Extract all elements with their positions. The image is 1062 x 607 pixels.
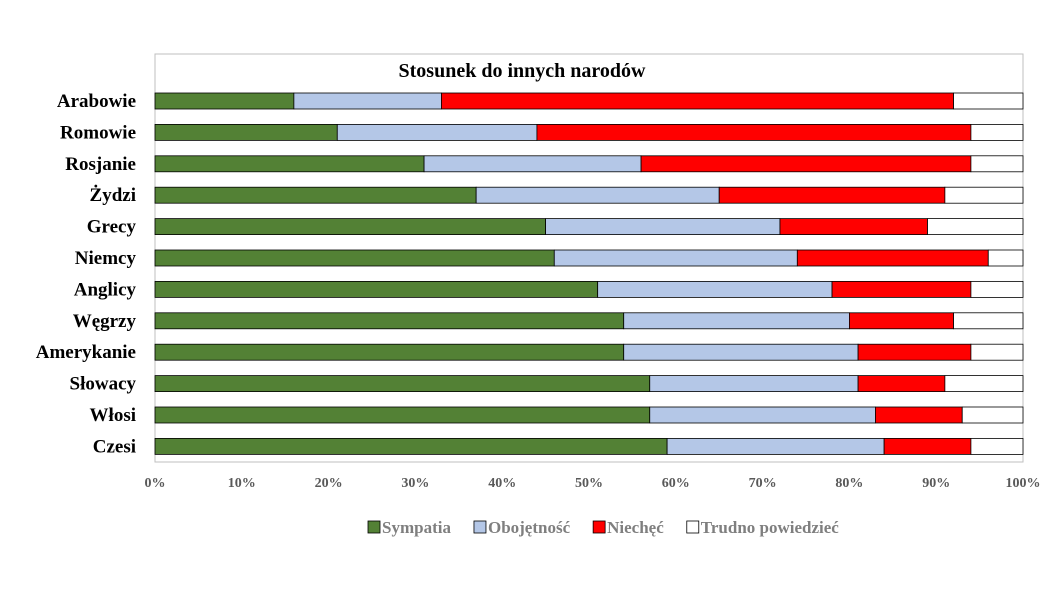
bar-rosjanie-obojetnosc — [423, 155, 642, 173]
legend-swatch-obojetnosc — [473, 520, 487, 534]
bar-niemcy-sympatia — [154, 249, 555, 267]
legend: Sympatia Obojętność Niechęć Trudno powiedzi… — [367, 518, 840, 537]
bar-wegrzy-obojetnosc — [623, 312, 850, 330]
legend-label-trudno-powiedziec: Trudno powiedzieć — [701, 518, 840, 537]
bar-zydzi-niechec — [718, 186, 946, 204]
bar-slowacy-niechec — [857, 375, 946, 393]
bar-grecy-niechec — [779, 218, 928, 236]
bar-arabowie-niechec — [441, 92, 954, 110]
legend-swatch-niechec — [592, 520, 606, 534]
bar-romowie-niechec — [536, 124, 972, 141]
legend-label-obojetnosc: Obojętność — [488, 518, 571, 537]
bar-wlosi-trudno-powiedziec — [961, 406, 1024, 424]
bar-rosjanie-trudno-powiedziec — [970, 155, 1024, 173]
bar-arabowie-obojetnosc — [293, 92, 442, 110]
bar-wlosi-sympatia — [154, 406, 651, 424]
bar-grecy-sympatia — [154, 218, 547, 236]
bar-czesi-sympatia — [154, 437, 668, 455]
bar-anglicy-niechec — [831, 280, 972, 298]
category-label-romowie: Romowie — [60, 122, 136, 143]
bar-amerykanie-niechec — [857, 343, 972, 361]
x-tick-label: 100% — [1006, 476, 1041, 491]
category-label-zydzi: Żydzi — [90, 185, 136, 206]
bar-slowacy-trudno-powiedziec — [944, 375, 1024, 393]
x-tick-label: 90% — [922, 476, 950, 491]
category-label-czesi: Czesi — [93, 436, 136, 457]
bar-wegrzy-niechec — [849, 312, 954, 330]
bar-niemcy-trudno-powiedziec — [987, 249, 1024, 267]
bar-arabowie-trudno-powiedziec — [953, 92, 1024, 110]
x-tick-label: 40% — [488, 476, 516, 491]
bar-amerykanie-trudno-powiedziec — [970, 343, 1024, 361]
x-tick-label: 80% — [835, 476, 863, 491]
legend-label-niechec: Niechęć — [607, 518, 664, 537]
legend-swatch-trudno-powiedziec — [686, 520, 700, 534]
category-label-amerykanie: Amerykanie — [36, 342, 136, 363]
bar-wegrzy-sympatia — [154, 312, 625, 330]
x-tick-label: 70% — [749, 476, 777, 491]
x-tick-label: 60% — [662, 476, 690, 491]
bars-layer — [154, 92, 1024, 455]
legend-label-sympatia: Sympatia — [382, 518, 451, 537]
x-tick-label: 30% — [401, 476, 429, 491]
bar-grecy-obojetnosc — [545, 218, 781, 236]
bar-romowie-sympatia — [154, 124, 338, 141]
category-label-arabowie: Arabowie — [57, 91, 136, 112]
x-tick-label: 0% — [145, 476, 166, 491]
category-label-slowacy: Słowacy — [70, 374, 137, 395]
x-tick-label: 50% — [575, 476, 603, 491]
bar-niemcy-obojetnosc — [553, 249, 798, 267]
bar-romowie-obojetnosc — [336, 124, 538, 141]
bar-wlosi-niechec — [875, 406, 963, 424]
bar-wlosi-obojetnosc — [649, 406, 876, 424]
x-tick-label: 10% — [228, 476, 256, 491]
bar-rosjanie-sympatia — [154, 155, 425, 173]
bar-grecy-trudno-powiedziec — [927, 218, 1024, 236]
category-label-rosjanie: Rosjanie — [65, 154, 136, 175]
bar-zydzi-sympatia — [154, 186, 477, 204]
bar-anglicy-obojetnosc — [597, 280, 833, 298]
bar-anglicy-trudno-powiedziec — [970, 280, 1024, 298]
bar-slowacy-sympatia — [154, 375, 651, 393]
chart-title: Stosunek do innych narodów — [399, 60, 647, 82]
category-label-wlosi: Włosi — [90, 405, 136, 426]
category-label-grecy: Grecy — [87, 217, 137, 238]
bar-arabowie-sympatia — [154, 92, 295, 110]
x-tick-label: 20% — [315, 476, 343, 491]
bar-zydzi-trudno-powiedziec — [944, 186, 1024, 204]
bar-slowacy-obojetnosc — [649, 375, 859, 393]
bar-romowie-trudno-powiedziec — [970, 124, 1024, 141]
category-label-anglicy: Anglicy — [74, 279, 137, 300]
category-label-niemcy: Niemcy — [75, 248, 137, 269]
bar-rosjanie-niechec — [640, 155, 972, 173]
bar-amerykanie-sympatia — [154, 343, 625, 361]
x-axis-tick-labels: 0% 10% 20% 30% 40% 50% 60% 70% 80% 90% 100% — [145, 476, 1041, 491]
bar-czesi-obojetnosc — [666, 437, 885, 455]
bar-zydzi-obojetnosc — [475, 186, 720, 204]
legend-swatch-sympatia — [367, 520, 381, 534]
bar-anglicy-sympatia — [154, 280, 599, 298]
category-labels: Arabowie Romowie Rosjanie Żydzi Grecy Niemcy A… — [36, 91, 137, 457]
bar-amerykanie-obojetnosc — [623, 343, 859, 361]
bar-czesi-trudno-powiedziec — [970, 437, 1024, 455]
bar-wegrzy-trudno-powiedziec — [953, 312, 1024, 330]
bar-niemcy-niechec — [796, 249, 989, 267]
bar-czesi-niechec — [883, 437, 972, 455]
category-label-wegrzy: Węgrzy — [73, 311, 137, 332]
